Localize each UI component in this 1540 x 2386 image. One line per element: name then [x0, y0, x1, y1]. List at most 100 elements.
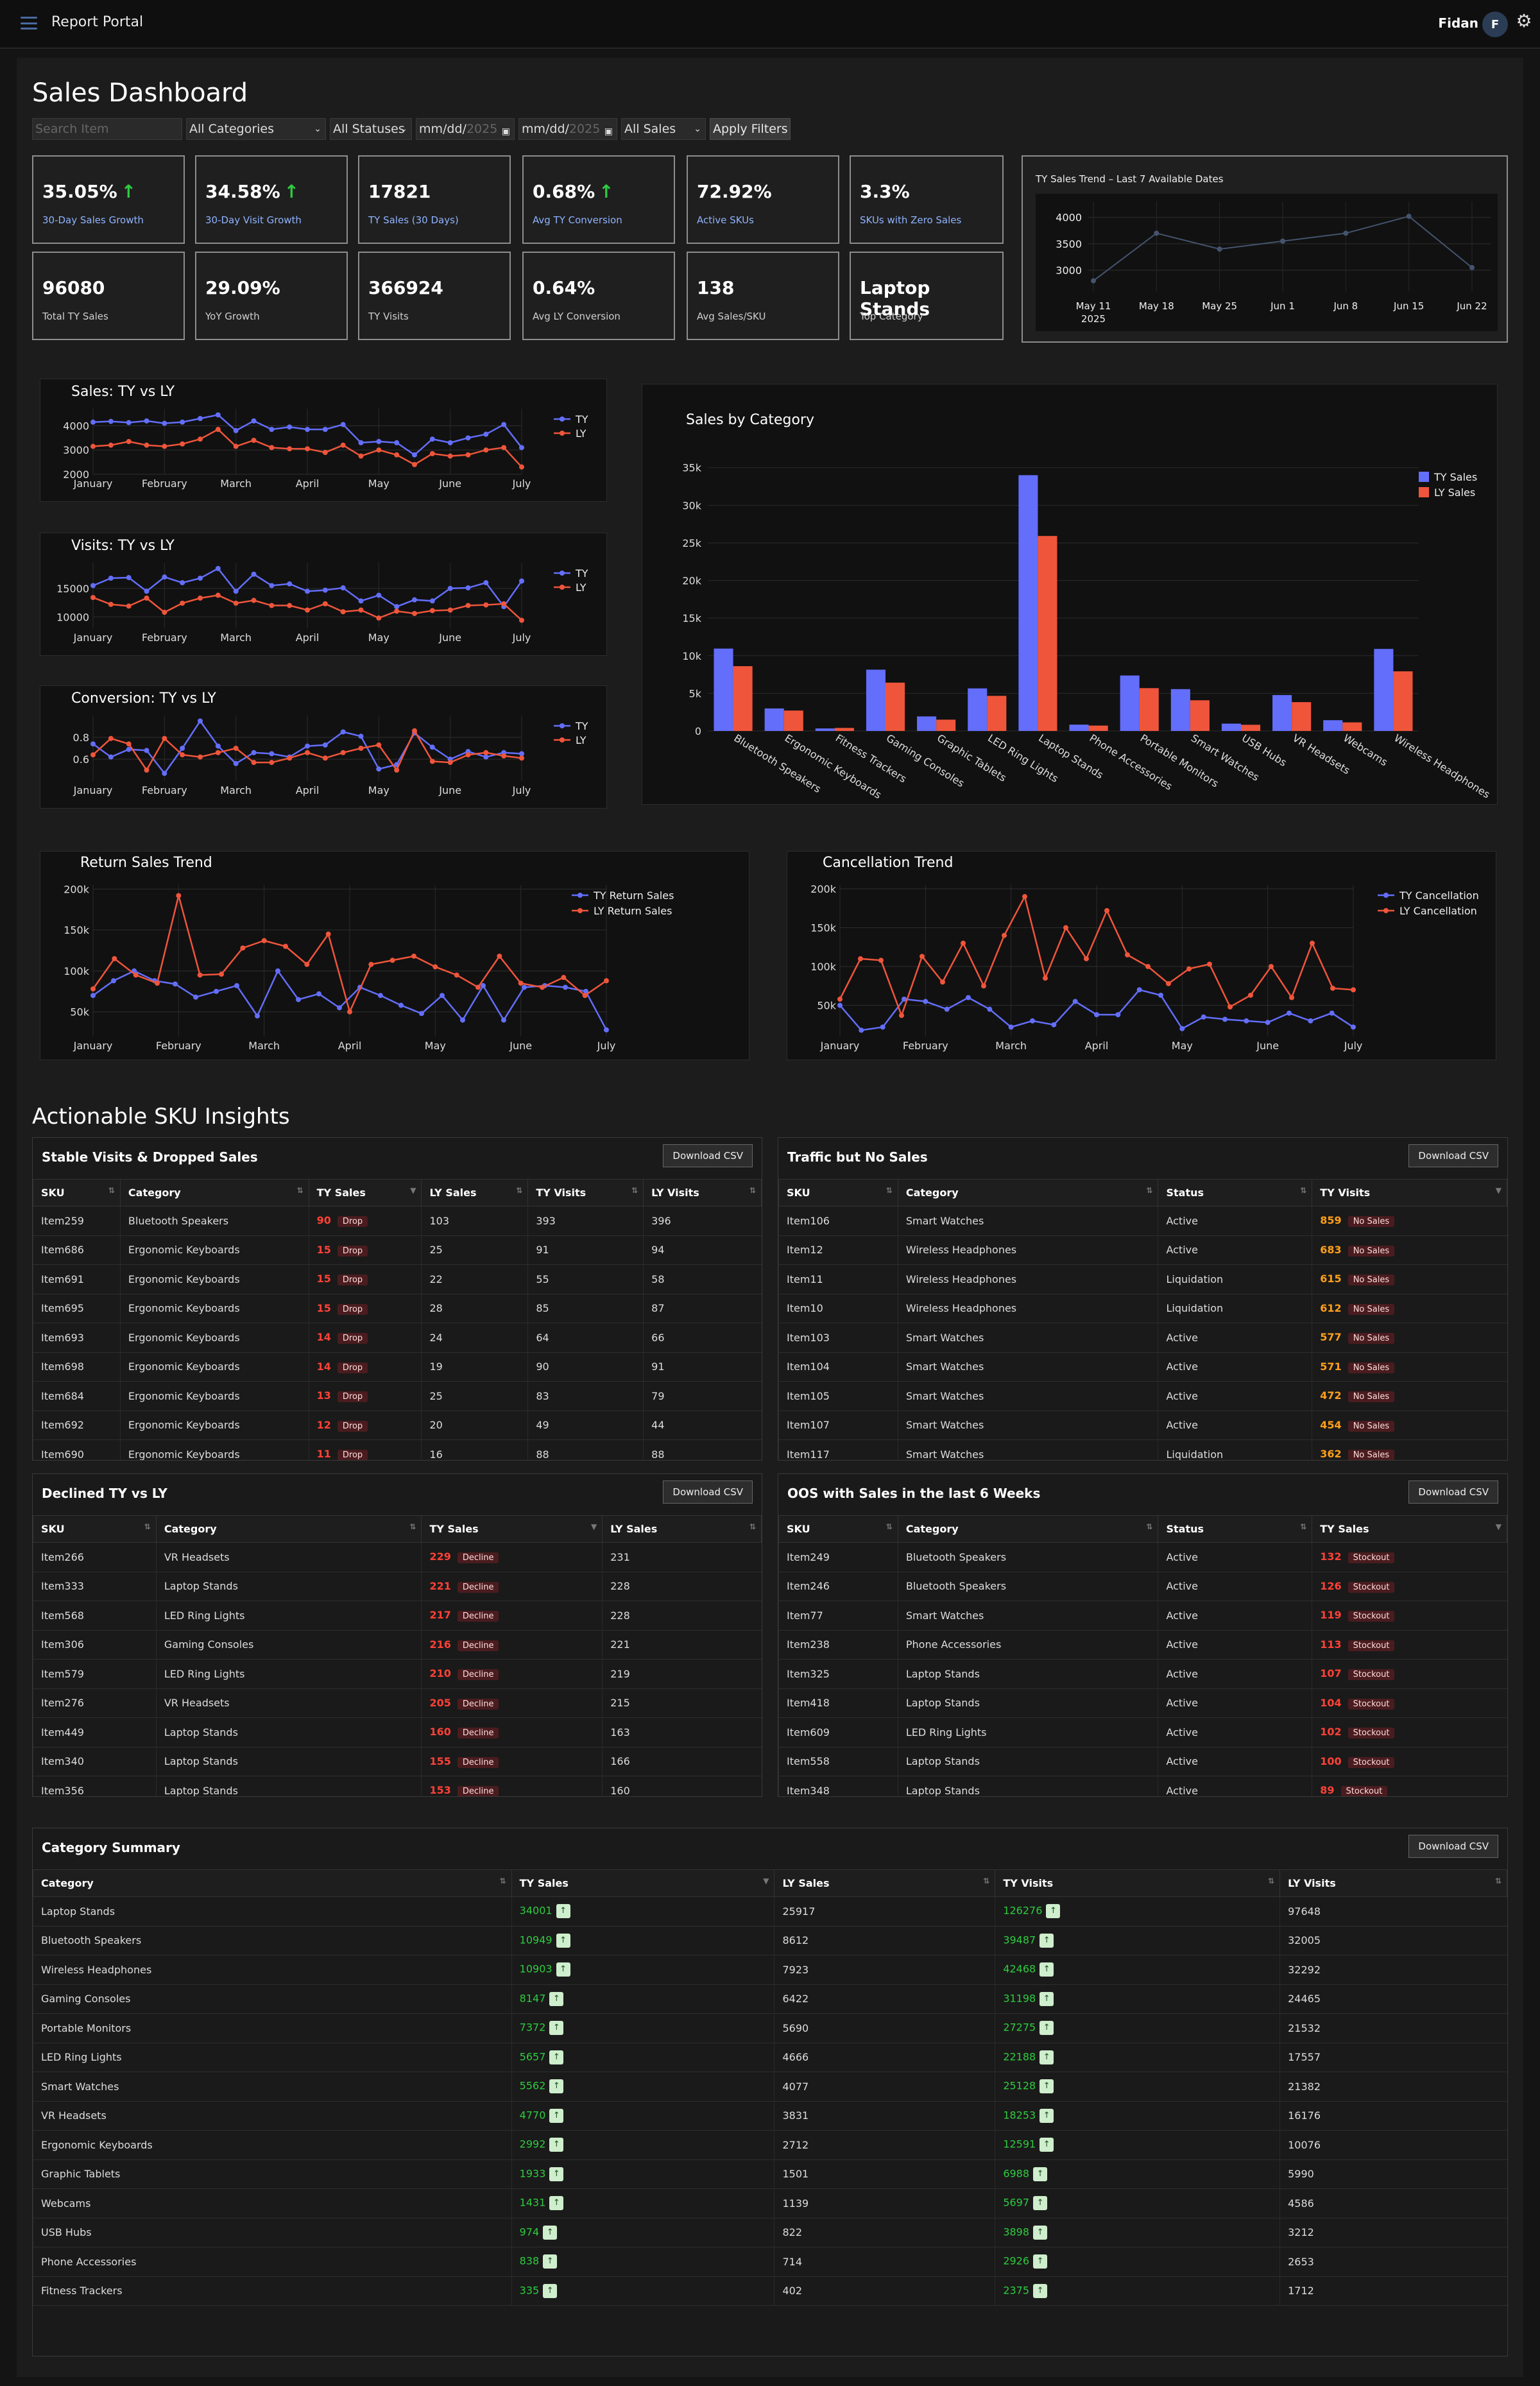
- search-input[interactable]: Search Item: [32, 118, 182, 140]
- x-tick-label: February: [142, 784, 187, 796]
- table-row: Item238 Phone Accessories Active 113 Stockou…: [778, 1630, 1507, 1660]
- column-header[interactable]: TY Sales ▼: [421, 1515, 603, 1543]
- column-header[interactable]: TY Visits ⇅: [527, 1179, 644, 1206]
- app-title[interactable]: Report Portal: [51, 14, 144, 30]
- column-header[interactable]: Status ⇅: [1158, 1515, 1313, 1543]
- table-row: Item276 VR Headsets 205 Decline 215: [33, 1688, 762, 1718]
- table-cell: Smart Watches: [897, 1323, 1158, 1353]
- data-point: [305, 743, 310, 749]
- data-point: [305, 607, 310, 613]
- avatar[interactable]: F: [1482, 12, 1508, 37]
- data-point: [287, 603, 293, 608]
- data-point: [155, 981, 160, 986]
- apply-filters-button[interactable]: Apply Filters: [710, 118, 791, 140]
- data-point: [214, 988, 219, 994]
- table-cell: 126276 ↑: [995, 1896, 1280, 1927]
- cell-value: 153: [429, 1784, 451, 1797]
- column-header[interactable]: Category ⇅: [897, 1515, 1159, 1543]
- table-row: Item10 Wireless Headphones Liquidation 612 N…: [778, 1294, 1507, 1323]
- column-header[interactable]: TY Sales ▼: [1312, 1515, 1507, 1543]
- kpi-card: 34.58% ↑ 30-Day Visit Growth: [195, 155, 348, 244]
- data-point: [1043, 975, 1048, 981]
- column-header[interactable]: Category ⇅: [155, 1515, 422, 1543]
- table-cell: 5657 ↑: [511, 2043, 774, 2072]
- column-header[interactable]: Status ⇅: [1158, 1179, 1313, 1206]
- data-point: [322, 742, 328, 748]
- legend-label: TY: [575, 413, 588, 425]
- download-csv-button[interactable]: Download CSV: [1408, 1481, 1498, 1504]
- data-point: [215, 592, 221, 598]
- table-title: Category Summary: [42, 1840, 180, 1855]
- bar: [968, 688, 988, 731]
- category-select[interactable]: All Categories ⌄: [186, 118, 326, 140]
- column-header[interactable]: Category ⇅: [897, 1179, 1159, 1206]
- data-point: [90, 595, 96, 601]
- table-row: Item691 Ergonomic Keyboards 15 Drop 22 55 58: [33, 1264, 762, 1294]
- column-header[interactable]: SKU ⇅: [778, 1179, 898, 1206]
- table-row: Item340 Laptop Stands 155 Decline 166: [33, 1747, 762, 1776]
- column-header[interactable]: LY Sales ⇅: [421, 1179, 529, 1206]
- x-tick-label: May: [368, 477, 389, 490]
- download-csv-button[interactable]: Download CSV: [1408, 1144, 1498, 1167]
- cell-value: 119: [1320, 1609, 1342, 1622]
- download-csv-button[interactable]: Download CSV: [663, 1144, 753, 1167]
- table-cell: 79: [643, 1381, 762, 1411]
- table-cell: LED Ring Lights: [155, 1601, 422, 1631]
- data-point: [261, 938, 267, 943]
- hamburger-icon[interactable]: [21, 17, 37, 30]
- column-header[interactable]: LY Visits ⇅: [643, 1179, 762, 1206]
- column-header[interactable]: SKU ⇅: [778, 1515, 898, 1543]
- data-point: [358, 440, 364, 445]
- column-header[interactable]: LY Visits ⇅: [1279, 1869, 1507, 1897]
- x-tick-label: Bluetooth Speakers: [732, 732, 823, 795]
- kpi-label: TY Visits: [368, 311, 409, 322]
- cell-value: 10949: [519, 1934, 552, 1946]
- data-point: [90, 741, 96, 747]
- kpi-card: 72.92% Active SKUs: [687, 155, 839, 244]
- column-header[interactable]: SKU ⇅: [33, 1179, 121, 1206]
- data-point: [162, 735, 167, 741]
- table-cell: 221 Decline: [421, 1572, 603, 1601]
- bar: [1393, 671, 1413, 731]
- status-select[interactable]: All Statuses ⌄: [330, 118, 412, 140]
- table-cell: 13 Drop: [308, 1381, 422, 1411]
- y-tick-label: 4000: [1056, 212, 1082, 224]
- table-cell: 231: [602, 1542, 762, 1572]
- data-point: [322, 450, 328, 455]
- data-point: [1051, 1022, 1057, 1027]
- table-cell: 4077: [774, 2072, 995, 2102]
- y-tick-label: 150k: [810, 922, 837, 934]
- column-header[interactable]: Category ⇅: [119, 1179, 309, 1206]
- column-header[interactable]: LY Sales ⇅: [602, 1515, 762, 1543]
- cell-value: 34001: [519, 1904, 552, 1917]
- kpi-value: 0.64%: [533, 277, 595, 298]
- table-cell: 55: [527, 1264, 644, 1294]
- table-cell: 58: [643, 1264, 762, 1294]
- sales-ty-ly-panel: Sales: TY vs LY 2000 3000 4000 January Februa…: [40, 379, 607, 502]
- column-header[interactable]: TY Visits ⇅: [995, 1869, 1281, 1897]
- table-cell: 126 Stockout: [1312, 1572, 1507, 1601]
- date-from-input[interactable]: mm/dd/2025 ▣: [416, 118, 515, 140]
- download-csv-button[interactable]: Download CSV: [1408, 1835, 1498, 1858]
- data-point: [126, 741, 132, 747]
- gear-icon[interactable]: ⚙: [1516, 10, 1532, 31]
- column-header[interactable]: TY Visits ▼: [1312, 1179, 1507, 1206]
- table-row: Ergonomic Keyboards 2992 ↑ 2712 12591 ↑ 10076: [33, 2130, 1507, 2160]
- data-point: [447, 440, 453, 445]
- data-point: [234, 983, 239, 988]
- column-header[interactable]: LY Sales ⇅: [774, 1869, 996, 1897]
- column-header[interactable]: SKU ⇅: [33, 1515, 157, 1543]
- download-csv-button[interactable]: Download CSV: [663, 1481, 753, 1504]
- column-header[interactable]: TY Sales ▼: [511, 1869, 775, 1897]
- data-point: [325, 931, 331, 937]
- date-to-input[interactable]: mm/dd/2025 ▣: [518, 118, 617, 140]
- data-point: [197, 972, 203, 978]
- column-header[interactable]: Category ⇅: [33, 1869, 512, 1897]
- data-point: [1115, 1012, 1121, 1018]
- data-point: [429, 608, 435, 614]
- sales-select[interactable]: All Sales ⌄: [621, 118, 706, 140]
- column-header[interactable]: TY Sales ▼: [308, 1179, 422, 1206]
- legend-marker: [560, 571, 565, 576]
- data-point: [305, 427, 310, 433]
- table-title: Declined TY vs LY: [42, 1486, 167, 1501]
